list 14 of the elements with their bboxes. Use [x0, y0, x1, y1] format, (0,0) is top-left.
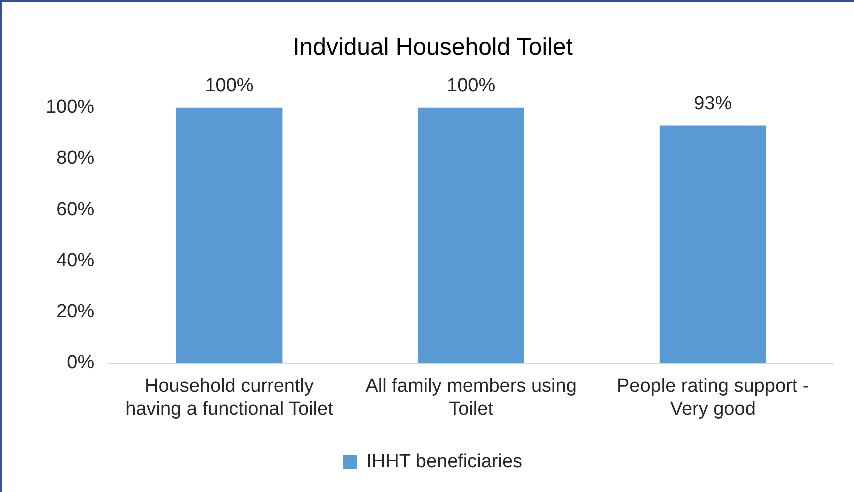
y-tick-label: 0% — [67, 352, 95, 374]
y-tick-label: 80% — [56, 148, 95, 170]
y-tick-label: 20% — [56, 302, 95, 323]
data-label: 93% — [694, 93, 732, 114]
x-tick-label: People rating support - Very good — [616, 376, 810, 420]
y-tick-label: 40% — [56, 250, 95, 272]
data-label: 100% — [446, 76, 496, 97]
y-tick-label: 60% — [56, 199, 95, 220]
x-tick-label: Household currently having a functional Toilet — [126, 376, 334, 420]
data-label: 100% — [205, 76, 254, 97]
y-tick-label: 100% — [46, 97, 95, 118]
chart-title: Indvidual Household Toilet — [293, 34, 574, 62]
x-tick-label: All family members using Toilet — [366, 376, 577, 420]
legend-label: IHHT beneficiaries — [366, 452, 523, 473]
